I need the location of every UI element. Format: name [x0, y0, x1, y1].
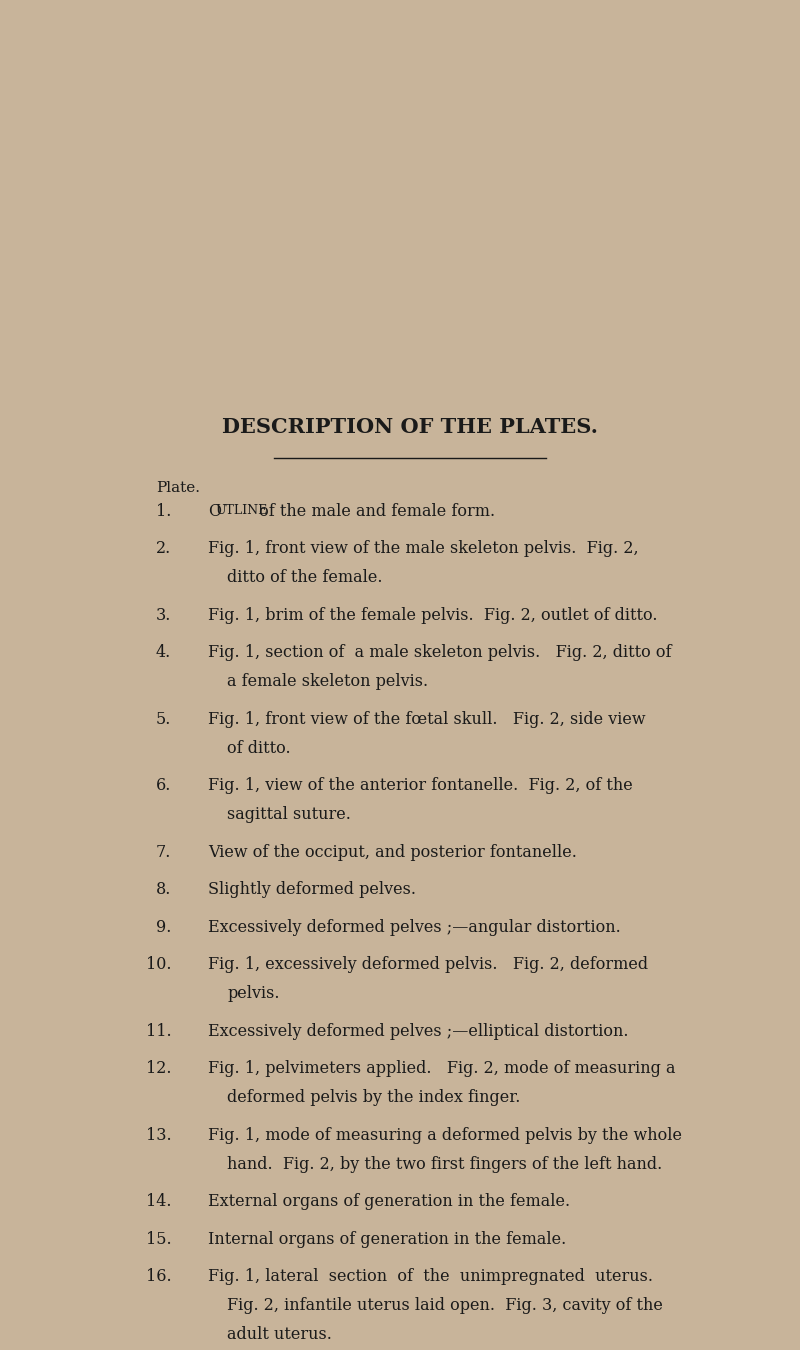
- Text: Fig. 1, excessively deformed pelvis.   Fig. 2, deformed: Fig. 1, excessively deformed pelvis. Fig…: [209, 956, 649, 973]
- Text: 15.: 15.: [146, 1231, 171, 1247]
- Text: adult uterus.: adult uterus.: [227, 1326, 332, 1343]
- Text: 13.: 13.: [146, 1127, 171, 1143]
- Text: 2.: 2.: [156, 540, 171, 558]
- Text: Fig. 1, section of  a male skeleton pelvis.   Fig. 2, ditto of: Fig. 1, section of a male skeleton pelvi…: [209, 644, 672, 662]
- Text: UTLINE: UTLINE: [216, 504, 268, 517]
- Text: deformed pelvis by the index finger.: deformed pelvis by the index finger.: [227, 1089, 521, 1106]
- Text: 16.: 16.: [146, 1268, 171, 1285]
- Text: 1.: 1.: [156, 504, 171, 520]
- Text: Excessively deformed pelves ;—elliptical distortion.: Excessively deformed pelves ;—elliptical…: [209, 1023, 629, 1040]
- Text: Fig. 2, infantile uterus laid open.  Fig. 3, cavity of the: Fig. 2, infantile uterus laid open. Fig.…: [227, 1297, 663, 1314]
- Text: O: O: [209, 504, 222, 520]
- Text: a female skeleton pelvis.: a female skeleton pelvis.: [227, 674, 428, 690]
- Text: 3.: 3.: [156, 608, 171, 624]
- Text: Excessively deformed pelves ;—angular distortion.: Excessively deformed pelves ;—angular di…: [209, 919, 622, 936]
- Text: Plate.: Plate.: [156, 481, 200, 495]
- Text: 9.: 9.: [156, 919, 171, 936]
- Text: View of the occiput, and posterior fontanelle.: View of the occiput, and posterior fonta…: [209, 844, 578, 861]
- Text: Fig. 1, front view of the fœtal skull.   Fig. 2, side view: Fig. 1, front view of the fœtal skull. F…: [209, 711, 646, 728]
- Text: hand.  Fig. 2, by the two first fingers of the left hand.: hand. Fig. 2, by the two first fingers o…: [227, 1156, 662, 1173]
- Text: of the male and female form.: of the male and female form.: [254, 504, 495, 520]
- Text: Fig. 1, view of the anterior fontanelle.  Fig. 2, of the: Fig. 1, view of the anterior fontanelle.…: [209, 778, 634, 794]
- Text: DESCRIPTION OF THE PLATES.: DESCRIPTION OF THE PLATES.: [222, 417, 598, 437]
- Text: Fig. 1, lateral  section  of  the  unimpregnated  uterus.: Fig. 1, lateral section of the unimpregn…: [209, 1268, 654, 1285]
- Text: Fig. 1, pelvimeters applied.   Fig. 2, mode of measuring a: Fig. 1, pelvimeters applied. Fig. 2, mod…: [209, 1060, 676, 1077]
- Text: Internal organs of generation in the female.: Internal organs of generation in the fem…: [209, 1231, 566, 1247]
- Text: 14.: 14.: [146, 1193, 171, 1210]
- Text: 5.: 5.: [156, 711, 171, 728]
- Text: Fig. 1, mode of measuring a deformed pelvis by the whole: Fig. 1, mode of measuring a deformed pel…: [209, 1127, 682, 1143]
- Text: 11.: 11.: [146, 1023, 171, 1040]
- Text: Fig. 1, brim of the female pelvis.  Fig. 2, outlet of ditto.: Fig. 1, brim of the female pelvis. Fig. …: [209, 608, 658, 624]
- Text: Fig. 1, front view of the male skeleton pelvis.  Fig. 2,: Fig. 1, front view of the male skeleton …: [209, 540, 639, 558]
- Text: pelvis.: pelvis.: [227, 986, 280, 1002]
- Text: 7.: 7.: [156, 844, 171, 861]
- Text: sagittal suture.: sagittal suture.: [227, 806, 351, 824]
- Text: Slightly deformed pelves.: Slightly deformed pelves.: [209, 882, 417, 898]
- Text: of ditto.: of ditto.: [227, 740, 290, 757]
- Text: 6.: 6.: [156, 778, 171, 794]
- Text: 4.: 4.: [156, 644, 171, 662]
- Text: ditto of the female.: ditto of the female.: [227, 570, 382, 586]
- Text: 10.: 10.: [146, 956, 171, 973]
- Text: External organs of generation in the female.: External organs of generation in the fem…: [209, 1193, 570, 1210]
- Text: 12.: 12.: [146, 1060, 171, 1077]
- Text: 8.: 8.: [156, 882, 171, 898]
